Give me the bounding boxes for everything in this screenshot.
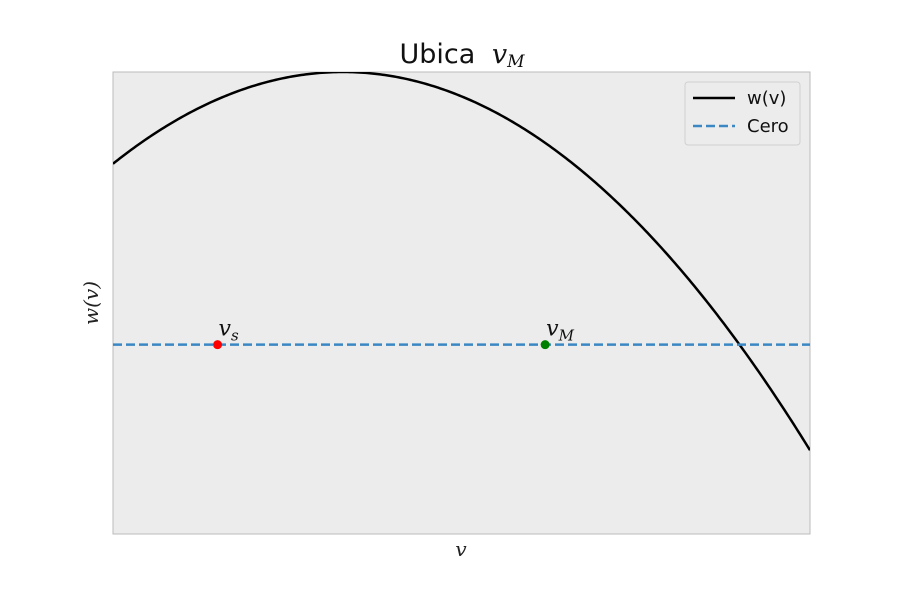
series-line-wv: [113, 72, 810, 451]
chart-title-math: v: [492, 39, 507, 70]
legend-label-wv: w(v): [747, 88, 786, 109]
point-v-M: [540, 340, 550, 350]
plot-area: [112, 71, 811, 535]
chart-title-text: Ubica: [399, 39, 475, 70]
legend-label-cero: Cero: [747, 116, 789, 137]
chart-title-math-sub: M: [506, 52, 525, 72]
point-label-v-s: vs: [219, 317, 239, 345]
points-layer: vs vM: [213, 317, 575, 350]
point-v-s: [213, 340, 223, 350]
y-axis-label: w(v): [79, 281, 103, 325]
plot-layer: [113, 72, 810, 451]
legend: w(v) Cero: [684, 81, 801, 146]
x-axis-label: v: [455, 537, 467, 561]
point-label-v-M: vM: [546, 317, 574, 345]
chart-title: Ubica vM: [399, 39, 525, 72]
